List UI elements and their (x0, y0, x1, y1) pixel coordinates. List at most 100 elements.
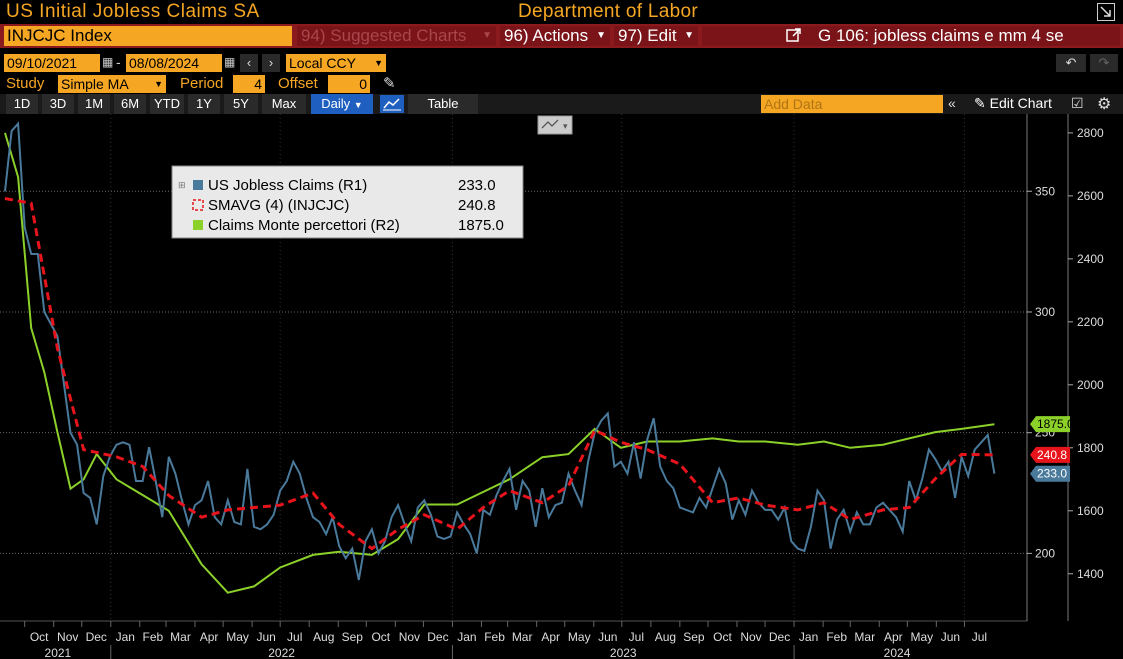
legend-label: US Jobless Claims (R1) (208, 177, 367, 194)
export-icon[interactable] (1097, 3, 1115, 21)
line-chart-icon (383, 98, 401, 111)
x-tick-label: Oct (30, 630, 49, 644)
r1-tick-label: 300 (1035, 305, 1055, 319)
range-button-6m[interactable]: 6M (114, 94, 146, 114)
r1-tick-label: 200 (1035, 546, 1055, 560)
x-tick-label: Jul (629, 630, 644, 644)
r2-tick-label: 2400 (1077, 252, 1104, 266)
chevron-down-icon: ▼ (374, 58, 383, 68)
data-source: Department of Labor (518, 1, 698, 22)
legend-swatch (193, 180, 203, 190)
legend: US Jobless Claims (R1) 233.0 SMAVG (4) (IN… (171, 165, 524, 239)
suggested-charts-label: 94) Suggested Charts (301, 26, 467, 45)
r2-tick-label: 1600 (1077, 504, 1104, 518)
legend-entry[interactable]: US Jobless Claims (R1) 233.0 (193, 177, 496, 194)
currency-select[interactable]: Local CCY ▼ (286, 54, 386, 72)
legend-label: SMAVG (4) (INJCJC) (208, 197, 349, 214)
range-button-ytd[interactable]: YTD (150, 94, 184, 114)
x-axis: Oct Nov Dec Jan Feb Mar Apr May Jun Jul Aug Sep Oct N… (0, 114, 1028, 659)
range-button-5y[interactable]: 5Y (224, 94, 258, 114)
edit-menu[interactable]: 97) Edit ▼ (614, 26, 698, 46)
r2-axis: 1400 1600 1800 2000 2200 2400 2600 2800 (1067, 114, 1104, 621)
title-bar (0, 0, 1123, 24)
legend-value: 240.8 (458, 197, 496, 214)
suggested-charts-menu[interactable]: 94) Suggested Charts ▼ (297, 26, 496, 46)
x-tick-label: Aug (655, 630, 676, 644)
undo-button[interactable]: ↶ (1056, 54, 1086, 72)
last-value-tags: 1875.0 240.8 233.0 (1030, 416, 1074, 482)
start-date-input[interactable]: 09/10/2021 (4, 54, 100, 72)
annotate-icon[interactable]: ☑ (1071, 95, 1084, 111)
x-tick-label: Feb (143, 630, 164, 644)
range-button-3d[interactable]: 3D (42, 94, 74, 114)
x-tick-label: Mar (854, 630, 875, 644)
frequency-select[interactable]: Daily ▼ (311, 94, 373, 114)
r2-tick-label: 1800 (1077, 441, 1104, 455)
redo-button[interactable]: ↷ (1090, 54, 1118, 72)
x-tick-label: Apr (200, 630, 219, 644)
chart-type-button[interactable] (380, 95, 404, 113)
x-tick-label: Apr (884, 630, 903, 644)
calendar-icon[interactable]: ▦ (102, 55, 114, 69)
x-tick-label: Mar (512, 630, 533, 644)
chevron-down-icon: ▼ (596, 30, 606, 41)
chevron-down-icon: ▼ (482, 30, 492, 41)
legend-entry[interactable]: SMAVG (4) (INJCJC) 240.8 (192, 197, 496, 214)
x-tick-label: Nov (57, 630, 78, 644)
x-tick-label: Jan (116, 630, 135, 644)
edit-chart-button[interactable]: ✎ Edit Chart (974, 95, 1052, 112)
x-tick-label: Jul (287, 630, 302, 644)
chart-settings-icon[interactable]: ▾ (537, 115, 573, 135)
pencil-icon: ✎ (974, 95, 986, 111)
range-button-1m[interactable]: 1M (78, 94, 110, 114)
description-label: G 106: jobless claims e mm 4 se (818, 26, 1064, 45)
actions-menu[interactable]: 96) Actions ▼ (500, 26, 610, 46)
open-external-icon (786, 26, 802, 46)
legend-label: Claims Monte percettori (R2) (208, 217, 400, 234)
frequency-value: Daily (321, 96, 351, 111)
last-value-tag-claims: 233.0 (1030, 465, 1070, 482)
offset-input[interactable]: 0 (328, 75, 370, 93)
legend-value: 233.0 (458, 177, 496, 194)
gear-icon[interactable]: ⚙ (1097, 96, 1112, 113)
r1-tick-label: 350 (1035, 184, 1055, 198)
range-button-1d[interactable]: 1D (6, 94, 38, 114)
period-input[interactable]: 4 (233, 75, 265, 93)
currency-value: Local CCY (289, 55, 356, 71)
x-tick-label: Jan (799, 630, 818, 644)
legend-box (171, 165, 524, 239)
x-tick-label: Sep (683, 630, 705, 644)
legend-entry[interactable]: Claims Monte percettori (R2) 1875.0 (193, 217, 504, 234)
end-date-input[interactable]: 08/08/2024 (126, 54, 222, 72)
x-tick-label: May (226, 630, 249, 644)
next-period-button[interactable]: › (262, 54, 280, 72)
x-tick-label: Jun (941, 630, 960, 644)
year-label: 2024 (884, 646, 911, 659)
x-tick-label: Dec (427, 630, 448, 644)
year-label: 2021 (45, 646, 72, 659)
prev-period-button[interactable]: ‹ (240, 54, 258, 72)
last-value-label: 240.8 (1037, 448, 1067, 462)
table-button[interactable]: Table (408, 94, 478, 114)
add-data-input[interactable]: Add Data (761, 95, 943, 113)
offset-label: Offset (278, 75, 318, 92)
range-button-max[interactable]: Max (262, 94, 306, 114)
chart-description[interactable]: G 106: jobless claims e mm 4 se (702, 26, 1120, 46)
chart-canvas: Oct Nov Dec Jan Feb Mar Apr May Jun Jul Aug Sep Oct N… (0, 114, 1104, 659)
period-label: Period (180, 75, 224, 92)
collapse-icon[interactable]: « (948, 95, 956, 111)
year-label: 2022 (268, 646, 295, 659)
legend-swatch (193, 220, 203, 230)
range-button-1y[interactable]: 1Y (188, 94, 220, 114)
ticker-input[interactable]: INJCJC Index (4, 26, 292, 46)
pencil-icon[interactable]: ✎ (383, 75, 396, 92)
calendar-icon[interactable]: ▦ (224, 55, 236, 69)
page-title: US Initial Jobless Claims SA (6, 1, 260, 22)
study-select[interactable]: Simple MA ▼ (58, 75, 166, 93)
x-tick-label: Jan (457, 630, 476, 644)
chevron-down-icon: ▼ (353, 100, 363, 110)
r2-tick-label: 2800 (1077, 126, 1104, 140)
r2-tick-label: 2200 (1077, 315, 1104, 329)
x-tick-label: Jun (598, 630, 617, 644)
